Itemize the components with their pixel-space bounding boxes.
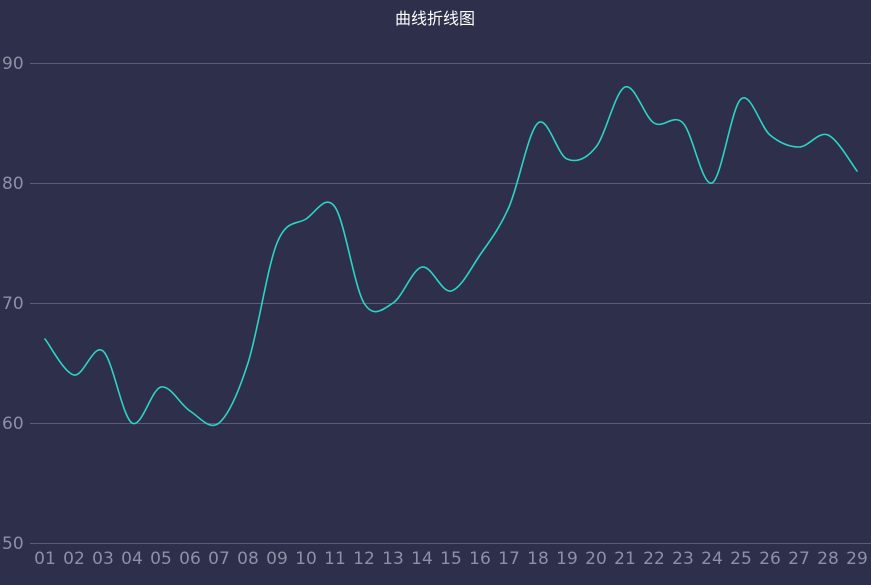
x-tick-label: 17 <box>498 549 520 569</box>
x-tick-label: 20 <box>585 549 607 569</box>
y-axis-ticks: 50 60 70 80 90 <box>2 54 24 554</box>
x-tick-label: 25 <box>730 549 752 569</box>
x-tick-label: 05 <box>150 549 172 569</box>
x-tick-label: 29 <box>846 549 868 569</box>
x-tick-label: 04 <box>121 549 143 569</box>
x-tick-label: 24 <box>701 549 723 569</box>
x-tick-label: 08 <box>237 549 259 569</box>
x-tick-label: 22 <box>643 549 665 569</box>
x-tick-label: 27 <box>788 549 810 569</box>
x-tick-label: 26 <box>759 549 781 569</box>
x-tick-label: 06 <box>179 549 201 569</box>
y-tick-label: 80 <box>2 174 24 194</box>
x-tick-label: 10 <box>295 549 317 569</box>
x-tick-label: 13 <box>382 549 404 569</box>
x-tick-label: 19 <box>556 549 578 569</box>
x-tick-label: 23 <box>672 549 694 569</box>
x-axis-ticks: 01 02 03 04 05 06 07 08 09 10 11 12 13 14 15 16 17 18 19 20… <box>34 549 868 569</box>
x-tick-label: 21 <box>614 549 636 569</box>
x-tick-label: 28 <box>817 549 839 569</box>
x-tick-label: 07 <box>208 549 230 569</box>
chart-title: 曲线折线图 <box>395 9 475 28</box>
series-layer <box>44 86 858 427</box>
x-tick-label: 14 <box>411 549 433 569</box>
x-tick-label: 03 <box>92 549 114 569</box>
x-tick-label: 02 <box>63 549 85 569</box>
x-tick-label: 12 <box>353 549 375 569</box>
x-tick-label: 15 <box>440 549 462 569</box>
x-tick-label: 01 <box>34 549 56 569</box>
y-tick-label: 90 <box>2 54 24 74</box>
y-tick-label: 50 <box>2 534 24 554</box>
x-tick-label: 11 <box>324 549 346 569</box>
series-line-0 <box>44 86 858 427</box>
y-tick-label: 70 <box>2 294 24 314</box>
x-tick-label: 18 <box>527 549 549 569</box>
grid-lines <box>30 63 871 544</box>
y-tick-label: 60 <box>2 414 24 434</box>
x-tick-label: 16 <box>469 549 491 569</box>
x-tick-label: 09 <box>266 549 288 569</box>
